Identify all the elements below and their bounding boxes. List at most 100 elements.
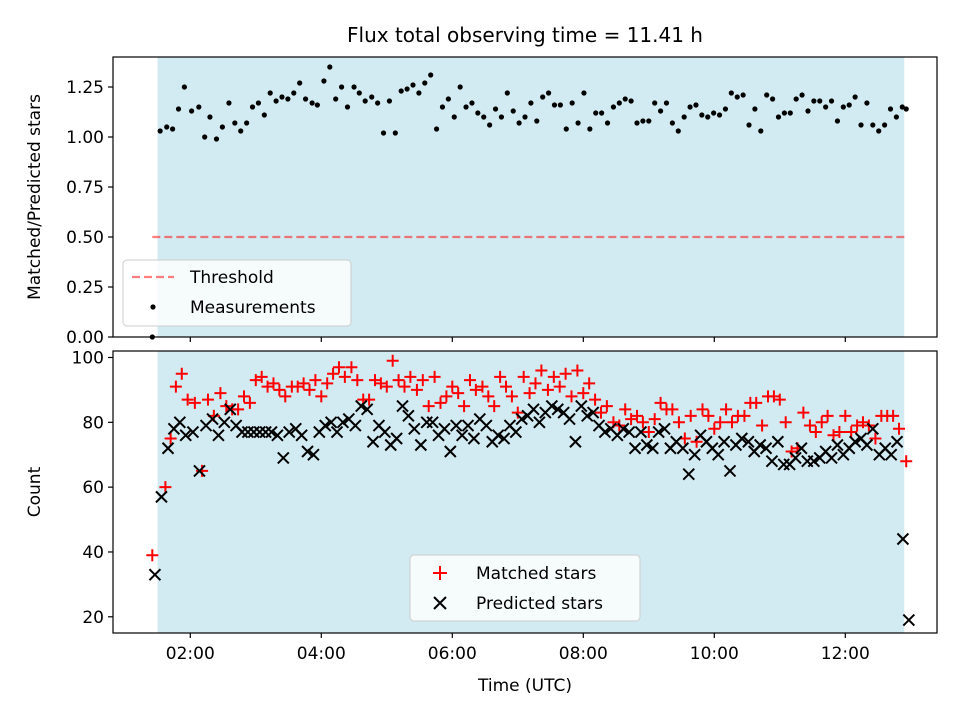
measurement-point <box>392 130 398 136</box>
measurement-point <box>899 104 905 110</box>
matched-star-marker <box>463 374 476 387</box>
count-panel: 20 40 60 80 100 02:00 04:00 06:00 08:00 10:00 12:… <box>25 348 938 696</box>
matched-star-marker <box>175 367 188 380</box>
measurement-point <box>657 108 664 114</box>
measurement-point <box>226 100 232 106</box>
predicted-star-marker <box>723 464 737 478</box>
measurement-point <box>457 84 463 90</box>
predicted-star-marker <box>771 435 785 448</box>
predicted-star-marker <box>480 419 493 432</box>
matched-star-marker <box>238 390 251 403</box>
matched-star-marker <box>702 409 715 422</box>
measurement-point <box>333 96 339 102</box>
predicted-star-marker <box>712 448 725 461</box>
predicted-star-marker <box>515 412 528 426</box>
measurement-point <box>787 110 793 116</box>
measurement-point <box>351 84 357 90</box>
y-tick-label: 80 <box>82 413 104 433</box>
matched-star-marker <box>309 374 322 387</box>
measurement-point <box>157 128 163 134</box>
measurement-point <box>622 96 628 102</box>
measurement-point <box>504 90 510 96</box>
legend-predicted-label: Predicted stars <box>476 594 603 614</box>
measurement-point <box>746 122 752 128</box>
predicted-star-marker <box>735 432 749 445</box>
matched-star-marker <box>434 396 447 409</box>
measurement-point <box>273 98 279 104</box>
predicted-star-marker <box>902 613 916 627</box>
predicted-star-marker <box>396 399 409 413</box>
measurement-point <box>285 96 291 102</box>
measurement-point <box>834 118 841 124</box>
measurement-point <box>823 104 829 110</box>
measurement-point <box>711 110 717 116</box>
x-tick-label: 02:00 <box>166 644 215 664</box>
measurement-point <box>569 100 575 106</box>
measurement-point <box>864 100 870 106</box>
predicted-star-marker <box>569 435 582 448</box>
measurement-point <box>681 114 687 120</box>
measurement-points <box>149 64 909 340</box>
measurement-point <box>716 112 723 118</box>
measurement-point <box>740 92 746 98</box>
measurement-point <box>475 110 481 116</box>
predicted-star-marker <box>186 425 200 439</box>
matched-star-marker <box>458 400 471 413</box>
predicted-star-marker <box>617 422 630 436</box>
measurement-point <box>487 122 493 128</box>
predicted-star-marker <box>658 422 671 436</box>
predicted-star-marker <box>444 445 457 458</box>
measurement-point <box>817 98 823 104</box>
measurement-point <box>522 114 528 120</box>
predicted-star-marker <box>390 432 403 445</box>
predicted-star-marker <box>414 438 428 452</box>
matched-star-marker <box>416 374 429 387</box>
matched-star-marker <box>232 403 245 416</box>
predicted-star-marker <box>438 422 451 436</box>
matched-star-marker <box>338 370 351 383</box>
measurement-point <box>663 100 670 106</box>
predicted-star-marker <box>759 442 773 455</box>
measurement-point <box>687 104 693 110</box>
matched-star-marker <box>648 413 661 426</box>
predicted-star-marker <box>896 532 910 546</box>
predicted-star-marker <box>676 442 690 455</box>
measurement-point <box>599 110 605 116</box>
predicted-star-marker <box>307 448 320 461</box>
measurement-point <box>705 114 711 120</box>
measurement-point <box>769 96 776 102</box>
matched-star-marker <box>809 426 822 439</box>
measurement-point <box>870 122 876 128</box>
predicted-star-marker <box>378 425 392 439</box>
predicted-star-marker <box>688 448 701 461</box>
measurement-point <box>563 126 569 132</box>
matched-star-marker <box>600 400 613 413</box>
matched-star-marker <box>725 416 738 429</box>
measurement-point <box>498 114 505 120</box>
measurement-point <box>375 100 381 106</box>
matched-star-marker <box>469 383 482 396</box>
matched-star-marker <box>839 409 852 422</box>
measurement-point <box>261 112 267 118</box>
x-tick-label: 10:00 <box>690 644 739 664</box>
measurement-point <box>463 104 469 110</box>
predicted-star-marker <box>545 399 559 413</box>
legend-measurements-swatch <box>150 304 156 310</box>
measurement-point <box>380 130 387 136</box>
measurement-point <box>811 98 817 104</box>
measurement-point <box>202 134 208 140</box>
predicted-star-marker <box>349 419 362 432</box>
measurement-point <box>640 118 646 124</box>
matched-star-marker <box>803 419 816 432</box>
matched-star-marker <box>363 393 376 406</box>
predicted-star-marker <box>461 419 475 432</box>
measurement-point <box>267 90 273 96</box>
y-axis-ticks: 0.00 0.25 0.50 0.75 1.00 1.25 <box>66 78 113 348</box>
measurement-point <box>846 102 852 108</box>
measurement-point <box>422 80 428 86</box>
x-axis-ticks <box>189 337 846 342</box>
measurement-point <box>551 102 558 108</box>
predicted-star-marker <box>282 425 296 439</box>
matched-star-marker <box>351 374 364 387</box>
